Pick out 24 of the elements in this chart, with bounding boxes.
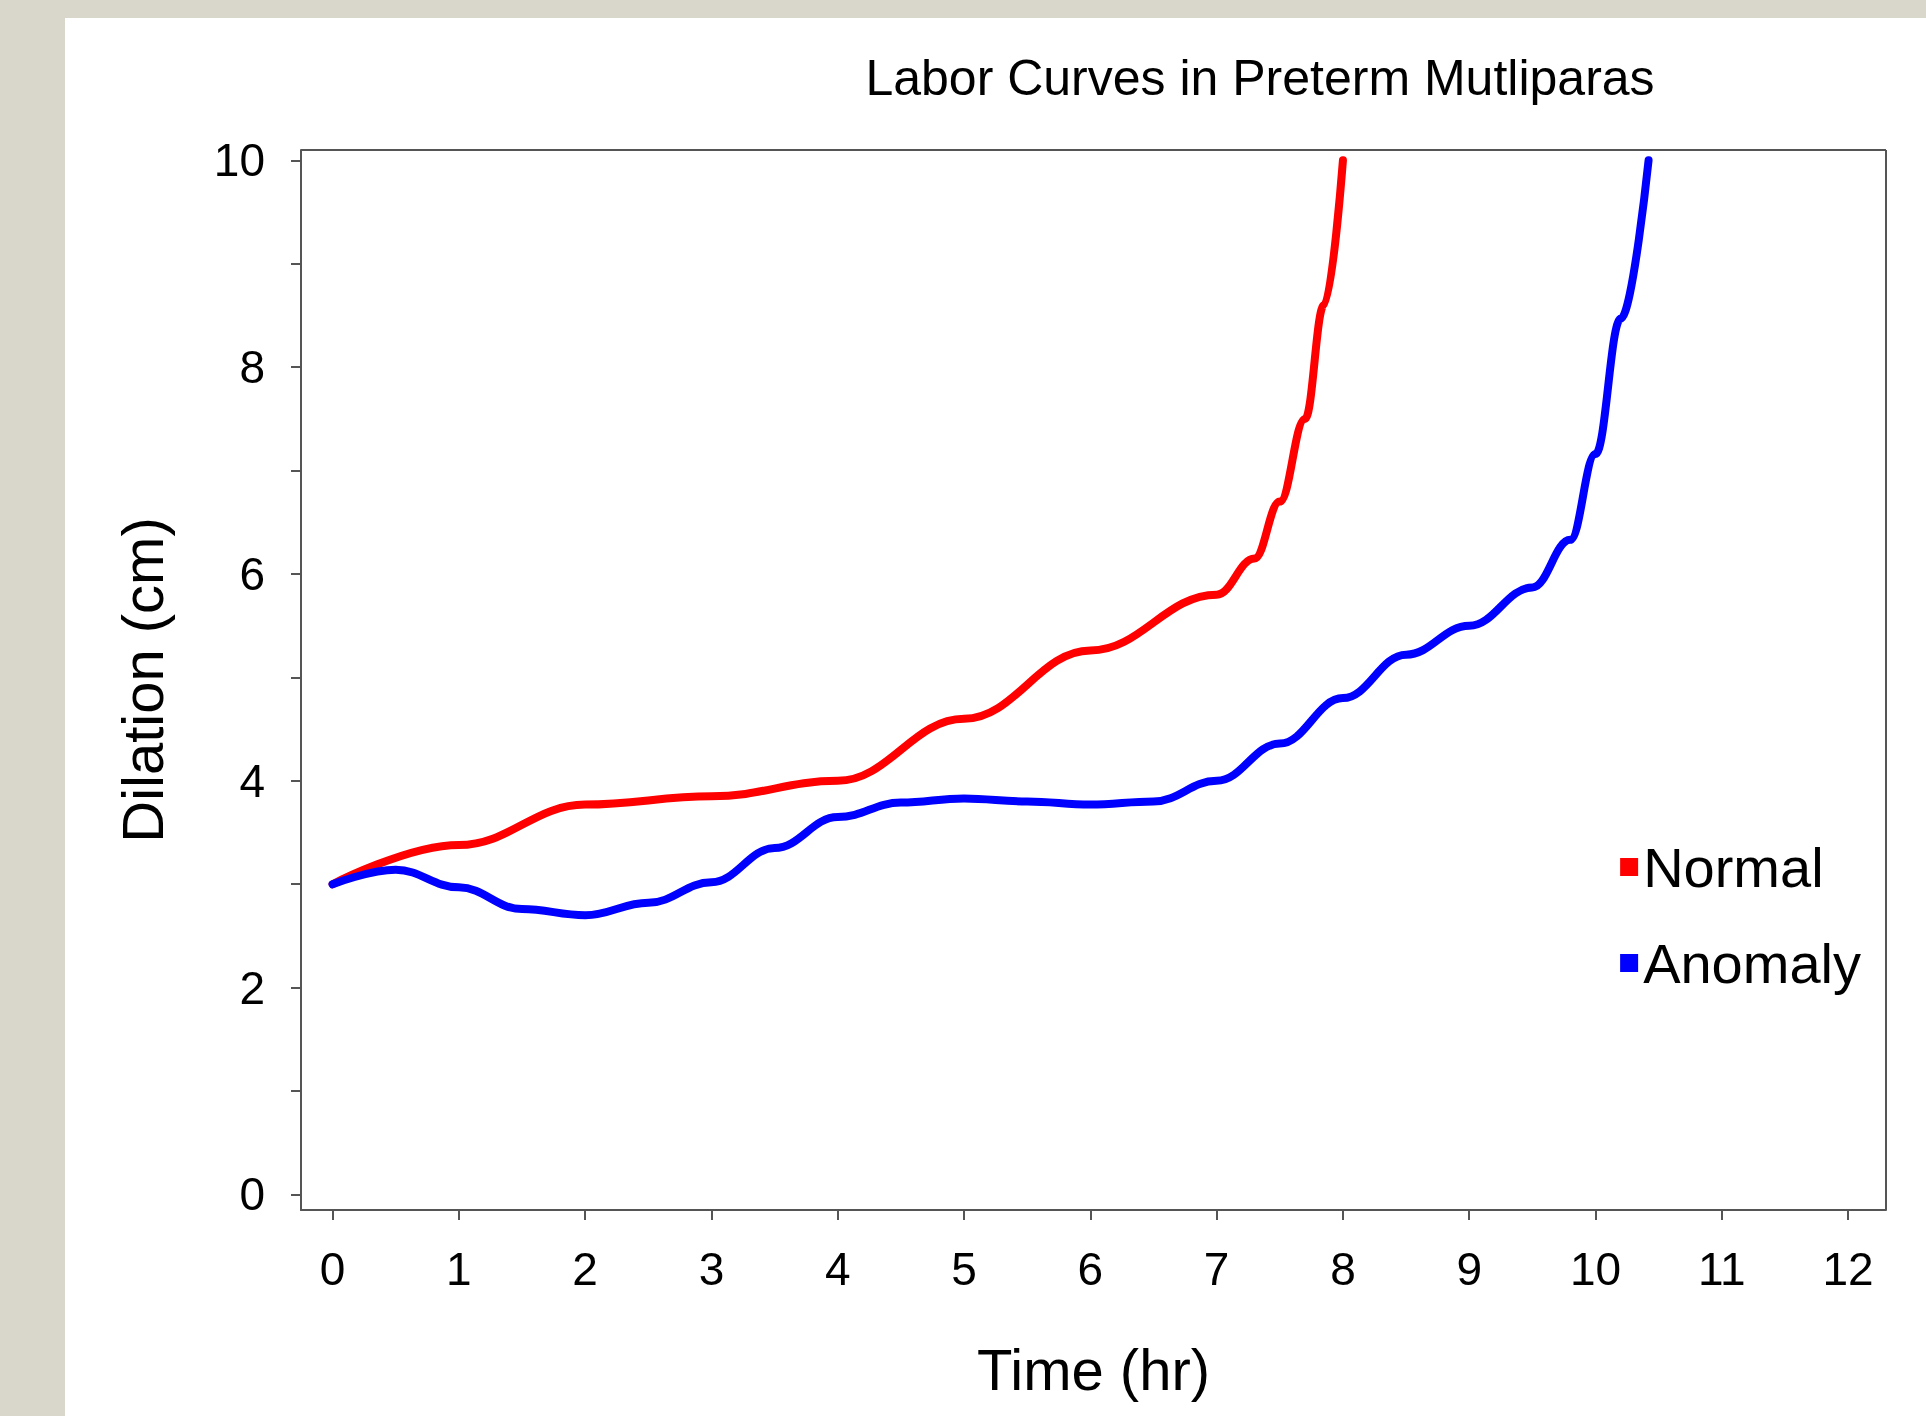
legend-label: Normal [1643, 835, 1824, 899]
y-axis-title: Dilation (cm) [109, 517, 175, 843]
x-tick-label: 7 [1203, 1243, 1230, 1295]
y-tick-label: 6 [239, 548, 265, 600]
x-tick-label: 4 [824, 1243, 851, 1295]
x-tick-label: 0 [319, 1243, 346, 1295]
y-tick-label: 0 [239, 1168, 265, 1221]
x-tick-label: 8 [1330, 1243, 1356, 1295]
y-tick-label: 2 [239, 961, 265, 1014]
x-tick-label: 1 [446, 1243, 472, 1295]
x-tick-label: 10 [1569, 1243, 1622, 1295]
x-tick-label: 3 [698, 1243, 725, 1295]
legend-label: Anomaly [1643, 931, 1861, 995]
y-tick-label: 4 [239, 754, 265, 807]
x-tick-label: 2 [572, 1243, 598, 1295]
y-tick-label: 10 [213, 134, 265, 187]
x-tick-label: 6 [1077, 1243, 1104, 1295]
chart-title: Labor Curves in Preterm Mutliparas [865, 50, 1655, 106]
x-tick-label: 11 [1697, 1243, 1746, 1295]
x-tick-label: 12 [1822, 1243, 1874, 1295]
x-tick-label: 5 [951, 1243, 977, 1295]
x-axis-title: Time (hr) [976, 1336, 1211, 1402]
x-tick-label: 9 [1456, 1243, 1483, 1295]
y-tick-label: 8 [239, 341, 265, 394]
